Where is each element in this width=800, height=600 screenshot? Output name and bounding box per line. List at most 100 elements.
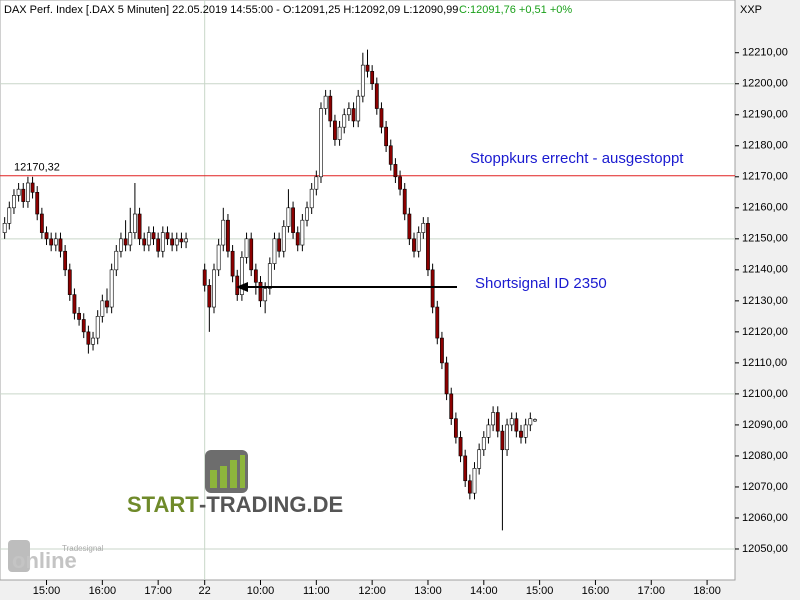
candle-body [365,64,370,72]
x-tick-label: 16:00 [582,585,610,597]
candle-body [514,418,519,432]
candle-body [263,288,268,302]
candle-body [142,238,147,246]
candle-body [165,232,170,240]
y-tick-label: 12190,00 [742,109,788,121]
candle-body [398,176,402,190]
candle-body [12,195,16,209]
logo [205,450,248,493]
candle-body [523,424,528,438]
candle-body [453,418,458,438]
candle-body [500,430,505,451]
candle-body [356,95,361,122]
candle-body [300,219,305,246]
y-tick-label: 12140,00 [742,264,788,276]
candle-body [346,108,351,116]
candle-body [67,269,72,295]
candle-body [467,480,472,494]
candle-body [342,114,347,128]
candle-body [30,182,35,193]
candle-body [114,250,119,271]
candle-body [402,188,407,215]
candle-body [291,207,295,233]
x-tick-label: 22 [199,585,211,597]
candle-body [337,126,342,140]
vendor-small: Tradesignal [62,544,104,553]
y-tick-label: 12090,00 [742,419,788,431]
candle-body [174,238,179,246]
candle-body [509,418,514,426]
candle-body [7,207,12,224]
y-tick-label: 12170,00 [742,171,788,183]
candle-body [221,219,226,246]
y-tick-label: 12150,00 [742,233,788,245]
candle-body [49,238,54,246]
candle-body [393,164,398,178]
candle-body [486,424,491,438]
watermark-brand: START [127,492,199,517]
candle-body [160,232,165,252]
candle-body [477,449,482,469]
candle-body [440,337,444,364]
vendor-logo: online [12,548,77,573]
x-tick-label: 15:00 [33,585,61,597]
candle-body [463,455,468,482]
candle-body [226,219,230,252]
candle-body [77,312,81,320]
candle-body [16,188,21,196]
watermark-rest: -TRADING.DE [199,492,343,517]
candle-body [472,468,477,494]
x-tick-label: 11:00 [303,585,330,597]
candle-body [179,238,184,243]
candle-body [58,238,63,252]
y-tick-label: 12080,00 [742,450,788,462]
y-tick-label: 12120,00 [742,326,788,338]
candle-body [533,419,537,422]
candle-body [146,232,151,246]
candle-body [244,238,249,258]
candle-body [235,275,240,295]
candle-body [184,238,188,243]
candle-body [258,281,263,302]
candle-body [491,412,496,426]
plot-area [0,0,736,581]
candle-body [137,213,142,240]
y-tick-label: 12060,00 [742,512,788,524]
candle-body [360,64,365,97]
candle-body [458,437,463,457]
x-tick-label: 13:00 [414,585,442,597]
candle-body [156,238,161,252]
candle-body [253,269,258,283]
candle-body [416,232,421,252]
candle-body [39,213,44,233]
candle-body [44,232,49,240]
candle-body [277,238,282,252]
candle-body [216,244,221,271]
candle-body [35,191,40,215]
candle-body [86,331,91,345]
candle-body [449,393,454,420]
candle-body [95,316,100,339]
header: DAX Perf. Index [.DAX 5 Minuten] 22.05.2… [4,4,458,16]
candle-body [305,207,309,221]
candle-body [100,300,105,317]
candle-body [249,238,254,271]
candle-body [272,238,277,264]
y-tick-label: 12210,00 [742,47,788,59]
candle-body [309,188,314,209]
candle-body [170,238,175,246]
candle-body [202,269,207,286]
candle-body [151,232,156,240]
candle-body [421,223,426,233]
y-tick-label: 12070,00 [742,481,788,493]
candle-body [351,108,356,122]
candle-body [21,188,26,202]
y-tick-label: 12100,00 [742,388,788,400]
annotation: Shortsignal ID 2350 [475,275,607,292]
candle-body [239,257,244,295]
candle-body [286,207,291,227]
candle-body [495,412,500,432]
candle-body [295,232,300,246]
candle-body [63,250,68,271]
